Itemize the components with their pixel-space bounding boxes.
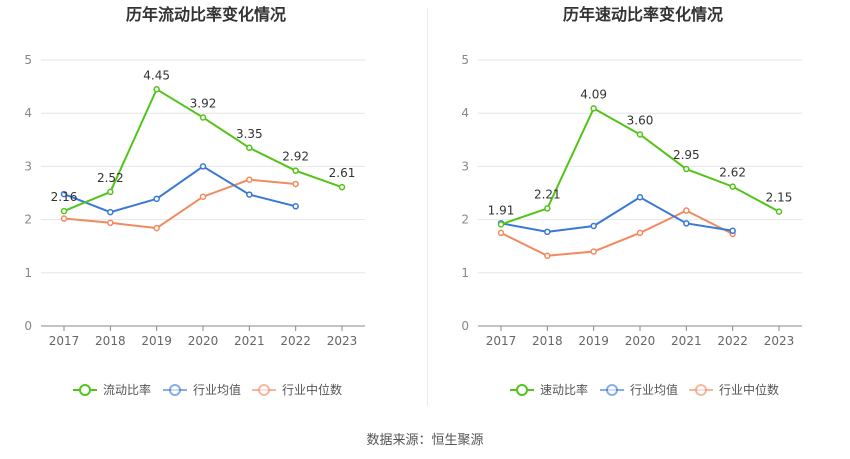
legend-label: 行业均值 xyxy=(630,382,678,397)
legend-label: 速动比率 xyxy=(540,382,588,397)
data-point xyxy=(636,229,644,237)
x-tick-label: 2020 xyxy=(188,334,219,348)
data-point xyxy=(60,190,68,198)
data-point xyxy=(246,144,253,152)
data-point xyxy=(107,219,114,227)
data-point xyxy=(775,208,783,215)
x-tick-label: 2021 xyxy=(234,334,265,348)
x-tick-label: 2023 xyxy=(764,334,795,348)
series-line-3 xyxy=(63,178,296,230)
data-point xyxy=(590,248,597,255)
data-label: 3.92 xyxy=(190,96,217,110)
y-tick-label: 0 xyxy=(461,319,469,333)
legend-marker xyxy=(258,384,270,396)
data-point xyxy=(683,220,690,227)
chart-title-1: 历年流动比率变化情况 xyxy=(126,5,286,24)
legend-marker xyxy=(516,384,528,396)
legend-label: 行业中位数 xyxy=(282,382,342,397)
data-point xyxy=(153,195,160,203)
y-tick-label: 4 xyxy=(24,106,32,120)
data-label: 4.45 xyxy=(143,68,170,82)
y-tick-label: 2 xyxy=(461,213,469,227)
data-label: 2.61 xyxy=(329,166,356,180)
data-point xyxy=(246,191,253,198)
y-tick-label: 1 xyxy=(461,266,469,280)
data-point xyxy=(636,194,644,201)
y-tick-label: 2 xyxy=(24,213,32,227)
data-label: 2.62 xyxy=(719,166,746,180)
data-point xyxy=(590,222,597,230)
data-point xyxy=(497,229,505,237)
data-point xyxy=(153,86,160,93)
data-point xyxy=(107,188,114,196)
legend-label: 流动比率 xyxy=(103,382,151,397)
x-tick-label: 2022 xyxy=(280,334,311,348)
panel-divider xyxy=(427,8,428,406)
data-point xyxy=(199,114,207,121)
data-point xyxy=(544,205,551,212)
data-point xyxy=(199,193,207,200)
data-source-note: 数据来源：恒生聚源 xyxy=(366,433,484,448)
data-point xyxy=(544,228,551,236)
data-point xyxy=(199,163,207,170)
data-point xyxy=(338,183,346,191)
data-point xyxy=(544,252,551,260)
data-point xyxy=(292,167,299,174)
y-tick-label: 1 xyxy=(24,266,32,280)
x-tick-label: 2017 xyxy=(486,334,517,348)
data-point xyxy=(60,215,68,222)
legend-marker xyxy=(606,384,618,396)
data-point xyxy=(590,105,597,112)
data-label: 2.92 xyxy=(282,150,309,164)
legend-marker xyxy=(169,384,181,396)
x-tick-label: 2018 xyxy=(95,334,126,348)
series-line-3 xyxy=(500,209,734,257)
data-point xyxy=(246,176,253,183)
legend-marker xyxy=(79,384,91,396)
data-point xyxy=(60,207,68,215)
data-point xyxy=(683,165,690,173)
x-tick-label: 2021 xyxy=(671,334,702,348)
data-label: 1.91 xyxy=(488,203,515,217)
y-tick-label: 3 xyxy=(24,159,32,173)
y-tick-label: 0 xyxy=(24,319,32,333)
x-tick-label: 2017 xyxy=(49,334,80,348)
data-label: 2.15 xyxy=(766,191,793,205)
data-point xyxy=(683,207,690,214)
y-tick-label: 4 xyxy=(461,106,469,120)
legend-label: 行业均值 xyxy=(193,382,241,397)
y-tick-label: 3 xyxy=(461,159,469,173)
data-label: 3.35 xyxy=(236,127,263,141)
legend-label: 行业中位数 xyxy=(719,382,779,397)
data-point xyxy=(729,227,736,235)
data-label: 2.21 xyxy=(534,187,561,201)
data-label: 2.52 xyxy=(97,171,124,185)
y-tick-label: 5 xyxy=(24,53,32,67)
series-line-2 xyxy=(63,165,296,214)
data-point xyxy=(292,203,299,210)
data-point xyxy=(497,221,505,228)
data-point xyxy=(292,180,299,188)
data-label: 4.09 xyxy=(580,87,607,101)
series-line-2 xyxy=(500,196,733,233)
chart-title-2: 历年速动比率变化情况 xyxy=(563,5,723,24)
data-label: 2.16 xyxy=(51,190,78,204)
data-label: 2.95 xyxy=(673,148,700,162)
x-tick-label: 2019 xyxy=(578,334,609,348)
data-point xyxy=(729,183,736,190)
x-tick-label: 2019 xyxy=(141,334,172,348)
data-point xyxy=(636,131,644,138)
data-label: 3.60 xyxy=(627,113,654,127)
data-point xyxy=(107,208,114,216)
x-tick-label: 2018 xyxy=(532,334,563,348)
x-tick-label: 2023 xyxy=(327,334,358,348)
y-tick-label: 5 xyxy=(461,53,469,67)
legend-marker xyxy=(695,384,707,396)
x-tick-label: 2022 xyxy=(717,334,748,348)
data-point xyxy=(153,224,160,232)
x-tick-label: 2020 xyxy=(625,334,656,348)
